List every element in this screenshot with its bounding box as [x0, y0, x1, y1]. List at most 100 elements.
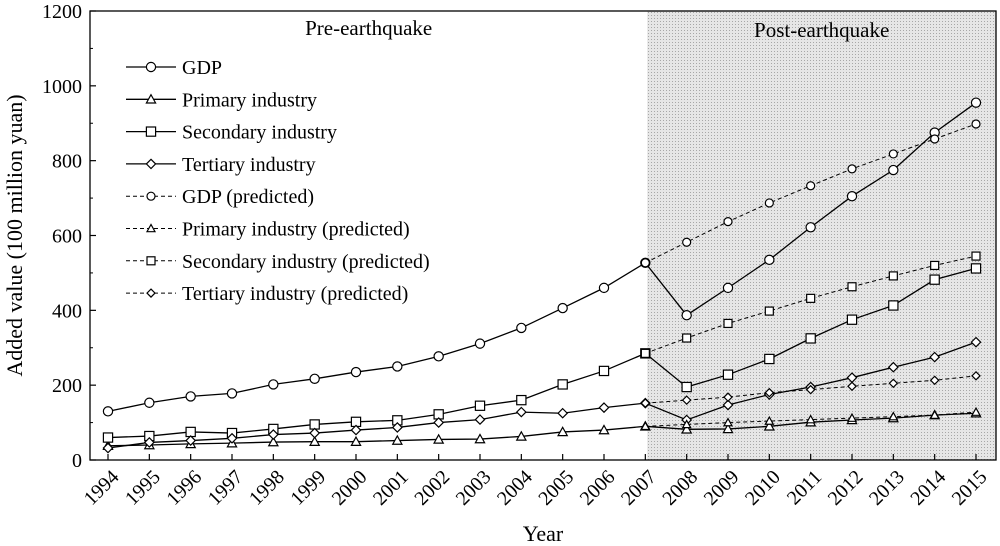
data-point-secondary-industry-predicted: [640, 348, 650, 358]
legend-label-gdp-predicted: GDP (predicted): [182, 186, 314, 208]
legend-marker-tertiary-industry-predicted: [146, 288, 156, 298]
legend-label-secondary-industry: Secondary industry: [182, 122, 337, 144]
data-point-gdp: [888, 164, 899, 176]
data-point-gdp: [226, 388, 238, 399]
x-tick-label: 2008: [658, 466, 702, 510]
series-line-tertiary-industry-predicted: [645, 375, 977, 404]
data-point-primary-industry-predicted: [846, 412, 858, 422]
x-tick-label: 1994: [80, 466, 124, 510]
x-tick-label: 2007: [617, 466, 661, 510]
x-tick-label: 2005: [534, 466, 578, 510]
data-point-tertiary-industry: [598, 402, 610, 414]
data-point-primary-industry-predicted: [970, 406, 982, 416]
data-point-secondary-industry-predicted: [930, 260, 940, 271]
data-point-secondary-industry-predicted: [888, 271, 898, 281]
data-point-tertiary-industry-predicted: [764, 387, 775, 398]
y-axis-title: Added value (100 million yuan): [2, 94, 27, 376]
data-point-secondary-industry: [846, 314, 858, 325]
data-point-primary-industry-predicted: [929, 409, 940, 419]
legend-label-secondary-industry-predicted: Secondary industry (predicted): [182, 251, 430, 273]
region-label-pre: Pre-earthquake: [305, 16, 432, 40]
data-point-secondary-industry-predicted: [806, 293, 816, 303]
data-point-primary-industry: [309, 435, 321, 446]
x-tick-label: 2012: [824, 466, 868, 510]
series-line-secondary-industry-predicted: [645, 255, 977, 354]
data-point-primary-industry: [557, 426, 569, 437]
data-point-tertiary-industry: [267, 429, 279, 441]
data-point-secondary-industry-predicted: [847, 282, 857, 292]
x-tick-label: 2006: [576, 466, 620, 510]
data-point-primary-industry-predicted: [805, 414, 816, 424]
series-line-secondary-industry: [107, 267, 977, 439]
data-point-gdp: [598, 282, 610, 294]
data-point-tertiary-industry: [185, 435, 197, 446]
data-point-primary-industry-predicted: [888, 411, 899, 421]
y-tick-label: 200: [52, 375, 82, 397]
data-point-secondary-industry: [722, 369, 734, 380]
x-tick-label: 2003: [452, 466, 496, 510]
x-tick-label: 2011: [783, 466, 826, 509]
x-tick-label: 2004: [493, 466, 537, 510]
legend-label-primary-industry-predicted: Primary industry (predicted): [182, 219, 410, 241]
x-tick-label: 1995: [121, 466, 165, 510]
data-point-gdp-predicted: [847, 164, 857, 174]
legend-marker-secondary-industry-predicted: [146, 256, 156, 266]
data-point-secondary-industry-predicted: [971, 251, 981, 261]
y-tick-label: 400: [52, 300, 82, 322]
data-point-tertiary-industry-predicted: [847, 381, 857, 392]
data-point-primary-industry-predicted: [722, 417, 734, 427]
data-point-secondary-industry: [681, 381, 692, 393]
series-line-tertiary-industry: [107, 341, 977, 449]
data-point-primary-industry-predicted: [640, 421, 651, 431]
y-tick-label: 800: [52, 151, 82, 173]
legend: GDP Primary industry Secondary industry Ter…: [126, 57, 430, 305]
data-point-primary-industry: [763, 420, 775, 431]
data-point-tertiary-industry-predicted: [640, 398, 651, 408]
data-point-tertiary-industry: [722, 399, 734, 411]
legend-marker-tertiary-industry: [145, 158, 157, 170]
legend-marker-secondary-industry: [145, 126, 157, 137]
y-tick-label: 600: [52, 226, 82, 248]
data-point-secondary-industry-predicted: [723, 318, 733, 329]
data-point-primary-industry: [433, 433, 445, 444]
data-point-secondary-industry: [970, 263, 982, 274]
data-point-gdp: [516, 322, 527, 334]
data-point-primary-industry-predicted: [764, 415, 775, 425]
data-point-tertiary-industry: [970, 336, 982, 348]
data-point-tertiary-industry: [929, 351, 941, 363]
y-tick-label: 1200: [42, 1, 82, 23]
data-point-tertiary-industry-predicted: [971, 370, 981, 381]
data-point-primary-industry: [474, 433, 486, 444]
legend-marker-gdp: [145, 61, 157, 73]
data-point-secondary-industry: [598, 365, 610, 377]
series-line-primary-industry: [107, 412, 977, 447]
data-point-primary-industry-predicted: [681, 419, 692, 429]
legend-label-primary-industry: Primary industry: [182, 89, 317, 111]
data-point-gdp: [102, 406, 114, 417]
x-tick-label: 2009: [700, 466, 744, 510]
legend-label-tertiary-industry-predicted: Tertiary industry (predicted): [182, 283, 408, 305]
data-point-primary-industry: [598, 424, 610, 435]
data-point-gdp-predicted: [723, 217, 733, 227]
x-tick-label: 2000: [328, 466, 372, 510]
data-point-tertiary-industry: [102, 442, 114, 454]
data-point-primary-industry: [267, 436, 279, 447]
data-point-tertiary-industry: [474, 414, 486, 426]
data-point-gdp-predicted: [971, 119, 981, 129]
data-point-gdp: [805, 222, 816, 233]
y-tick-label: 1000: [42, 76, 82, 98]
data-point-primary-industry: [391, 434, 403, 445]
data-point-tertiary-industry-predicted: [805, 384, 816, 395]
data-point-gdp: [846, 191, 858, 202]
data-point-primary-industry: [515, 430, 527, 441]
data-point-tertiary-industry-predicted: [681, 395, 692, 405]
legend-label-gdp: GDP: [182, 57, 222, 79]
data-point-gdp: [144, 397, 155, 408]
x-tick-label: 2014: [906, 466, 950, 510]
data-point-primary-industry: [722, 423, 734, 434]
data-point-gdp: [350, 366, 362, 378]
data-point-gdp: [557, 302, 568, 314]
data-point-gdp: [474, 338, 486, 349]
x-tick-label: 1996: [162, 466, 206, 510]
